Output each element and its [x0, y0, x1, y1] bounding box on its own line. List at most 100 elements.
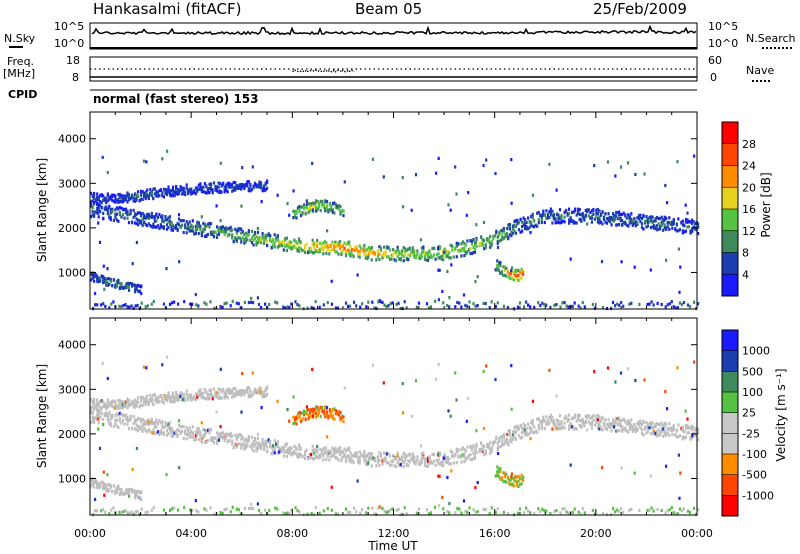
power-cell: [216, 189, 219, 193]
velocity-cell: [124, 400, 128, 404]
velocity-cell: [91, 477, 94, 481]
velocity-cell: [437, 458, 440, 462]
power-cell: [485, 158, 488, 162]
velocity-cell: [566, 419, 569, 423]
velocity-cell: [171, 434, 175, 438]
velocity-cell: [517, 484, 520, 488]
power-cell: [445, 249, 448, 254]
velocity-cell: [276, 444, 279, 448]
power-cell: [460, 305, 463, 309]
velocity-cell: [311, 449, 314, 453]
velocity-cell: [260, 443, 263, 447]
power-cell: [642, 215, 645, 219]
power-cell: [523, 305, 526, 309]
power-cell: [505, 274, 508, 278]
velocity-cell: [170, 399, 173, 403]
velocity-cell: [636, 427, 639, 431]
velocity-cell: [326, 435, 329, 439]
velocity-cell: [460, 511, 463, 515]
power-cell: [90, 201, 93, 205]
time-tick-label: 08:00: [276, 527, 308, 540]
time-tick-label: 00:00: [681, 527, 713, 540]
velocity-cell: [330, 414, 333, 418]
power-cell: [235, 186, 238, 190]
velocity-cell: [554, 427, 557, 431]
velocity-cell: [326, 454, 329, 458]
power-cell: [232, 180, 235, 184]
velocity-cell: [420, 452, 423, 456]
power-cell: [203, 224, 206, 228]
velocity-cell: [120, 402, 123, 406]
velocity-cell: [290, 508, 293, 512]
velocity-cell: [124, 413, 128, 417]
velocity-cell: [315, 411, 318, 415]
velocity-cell: [679, 471, 682, 475]
power-cell: [256, 230, 260, 235]
power-cell: [273, 245, 276, 249]
power-cell: [480, 235, 483, 239]
velocity-cell: [425, 457, 428, 461]
velocity-cell: [402, 451, 405, 456]
velocity-cell: [664, 511, 667, 515]
velocity-cell: [105, 411, 108, 415]
velocity-cell: [465, 419, 468, 423]
velocity-cell: [117, 398, 120, 403]
velocity-cell: [171, 399, 175, 403]
velocity-cell: [178, 466, 181, 470]
velocity-cell: [249, 391, 252, 395]
velocity-cell: [297, 452, 301, 456]
velocity-cell: [332, 450, 335, 454]
velocity-cell: [200, 421, 203, 425]
power-cell: [175, 226, 178, 230]
power-cell: [134, 283, 137, 287]
velocity-cell: [91, 405, 94, 409]
power-cell: [605, 221, 609, 225]
power-cell: [382, 251, 386, 255]
velocity-cell: [162, 393, 165, 397]
velocity-cell: [625, 429, 628, 433]
power-cell: [181, 219, 184, 223]
power-cell: [131, 221, 134, 225]
power-cell: [117, 219, 120, 223]
power-cell: [508, 224, 511, 228]
velocity-cell: [519, 436, 522, 440]
velocity-cell: [633, 422, 636, 427]
velocity-cell: [360, 452, 363, 456]
power-cell: [329, 249, 332, 253]
velocity-cell: [327, 414, 330, 418]
velocity-cell: [208, 388, 211, 392]
power-cell: [214, 230, 217, 234]
velocity-cell: [569, 422, 572, 426]
nave-legend-dots: [752, 80, 770, 82]
power-cell: [589, 216, 592, 220]
power-cell: [349, 254, 352, 258]
power-cell: [671, 223, 674, 227]
velocity-cell: [511, 482, 514, 486]
velocity-cell: [91, 419, 94, 423]
velocity-cell: [150, 399, 153, 403]
velocity-cell: [240, 388, 243, 393]
power-cell: [638, 302, 641, 306]
power-cell: [138, 211, 141, 215]
power-cell: [177, 302, 180, 306]
velocity-cell: [410, 414, 413, 418]
power-cell: [390, 257, 393, 261]
velocity-cell: [548, 416, 551, 420]
power-cell: [334, 250, 337, 254]
velocity-cell: [298, 510, 301, 514]
velocity-cell: [514, 476, 517, 480]
velocity-cell: [555, 394, 558, 398]
velocity-cell: [97, 485, 100, 489]
velocity-cell: [463, 455, 466, 459]
power-cell: [515, 274, 519, 278]
power-cell: [335, 242, 338, 246]
power-cell: [502, 265, 505, 269]
velocity-cell: [548, 421, 551, 425]
velocity-cell: [229, 389, 232, 393]
velocity-cell: [540, 426, 543, 431]
velocity-cell: [393, 456, 396, 460]
power-cell: [598, 215, 601, 219]
power-cell: [577, 304, 580, 308]
velocity-cell: [322, 447, 325, 451]
power-cell: [337, 204, 341, 208]
